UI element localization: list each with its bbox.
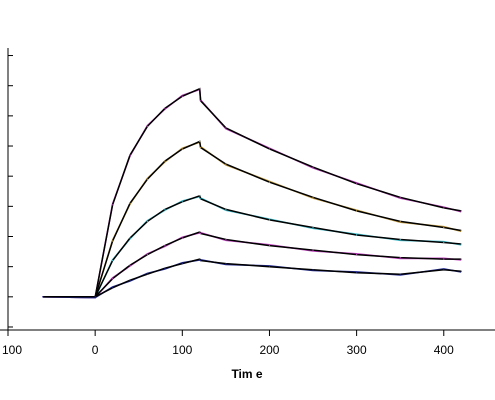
series-2-fit-line: [42, 140, 462, 298]
series-2-point: [443, 226, 445, 229]
series-2-point: [356, 210, 358, 212]
series-5-point: [112, 287, 114, 289]
series-3: [42, 194, 462, 299]
series-2-point: [112, 240, 114, 242]
series-4-point: [199, 231, 201, 233]
series-1-point: [199, 88, 201, 90]
series-2-point: [200, 146, 202, 149]
series-4-point: [129, 264, 131, 266]
series-4-point: [460, 258, 462, 260]
series-3-point: [199, 195, 201, 197]
series-1-point: [129, 154, 131, 156]
series-2-point: [225, 163, 227, 165]
series-3-point: [200, 198, 202, 200]
x-axis-title: Tim e: [231, 367, 262, 381]
series-1-point: [312, 166, 314, 168]
series-4-point: [268, 245, 271, 247]
series-2-point: [399, 220, 401, 222]
series-5-point: [268, 266, 271, 268]
series-3-fit-line: [42, 194, 462, 298]
series-5-point: [181, 263, 183, 265]
series-3-point: [268, 219, 271, 221]
series-5-point: [164, 267, 166, 269]
series-2-point: [164, 160, 166, 162]
series-1-point: [399, 196, 401, 198]
series-5-point: [42, 296, 44, 298]
series-1-point: [112, 204, 114, 206]
series-5-point: [146, 273, 148, 275]
series-1-data-line: [42, 88, 462, 299]
x-tick-label: 0: [92, 343, 99, 357]
series-1-point: [356, 183, 358, 185]
series-4-point: [181, 237, 183, 239]
series-4-point: [399, 257, 401, 259]
series-3-point: [112, 260, 114, 262]
x-tick-label: 400: [434, 343, 454, 357]
series-4-point: [200, 232, 202, 235]
series-1-point: [268, 148, 271, 150]
series-1-point: [164, 107, 166, 109]
series-4-point: [146, 254, 148, 256]
y-axis: [7, 48, 13, 330]
series-3-point: [356, 234, 358, 236]
series-1-point: [200, 100, 202, 102]
series-2-point: [312, 196, 314, 198]
series-3-point: [164, 208, 166, 210]
series-3-point: [181, 201, 183, 203]
series-3-data-line: [42, 195, 462, 299]
series-5-point: [200, 260, 202, 262]
series-3-point: [312, 226, 314, 229]
series-5-point: [399, 273, 401, 275]
series-3-point: [146, 220, 148, 222]
series-3-point: [129, 237, 131, 239]
series-5-point: [129, 279, 131, 281]
x-tick-label: 100: [172, 343, 192, 357]
series-5-point: [460, 270, 462, 272]
series-2-point: [460, 229, 462, 232]
series-3-point: [399, 238, 401, 241]
series-5-fit-line: [42, 258, 462, 298]
series-1-point: [181, 95, 183, 97]
x-tick-label: 100: [2, 343, 22, 357]
series-layer: [42, 87, 462, 299]
series-3-point: [443, 241, 445, 244]
series-2-point: [268, 181, 271, 183]
series-5-point: [225, 263, 227, 265]
series-2-point: [146, 178, 148, 180]
series-2-point: [129, 202, 131, 204]
series-5-point: [312, 269, 314, 271]
series-4-fit-line: [42, 231, 462, 298]
series-1-fit-line: [42, 87, 462, 298]
series-4-point: [164, 245, 166, 247]
series-2-point: [181, 148, 183, 150]
series-4-point: [443, 258, 445, 260]
series-5-point: [199, 258, 201, 260]
series-1-point: [460, 210, 462, 212]
series-4-point: [312, 249, 314, 251]
series-4: [42, 231, 462, 299]
x-axis: 100 0 100 200 300 400: [0, 329, 495, 357]
series-4-point: [225, 238, 227, 241]
series-3-point: [460, 243, 462, 245]
x-tick-label: 200: [259, 343, 279, 357]
series-4-point: [356, 254, 358, 256]
series-1-point: [225, 127, 227, 129]
series-4-point: [112, 278, 114, 280]
series-5-point: [94, 296, 96, 298]
series-3-point: [225, 208, 227, 210]
series-5: [42, 258, 462, 299]
series-5-point: [443, 269, 445, 271]
series-1-point: [146, 125, 148, 127]
series-1-point: [443, 207, 445, 209]
series-5-point: [356, 272, 358, 274]
series-2-point: [199, 140, 201, 143]
x-tick-label: 300: [347, 343, 367, 357]
